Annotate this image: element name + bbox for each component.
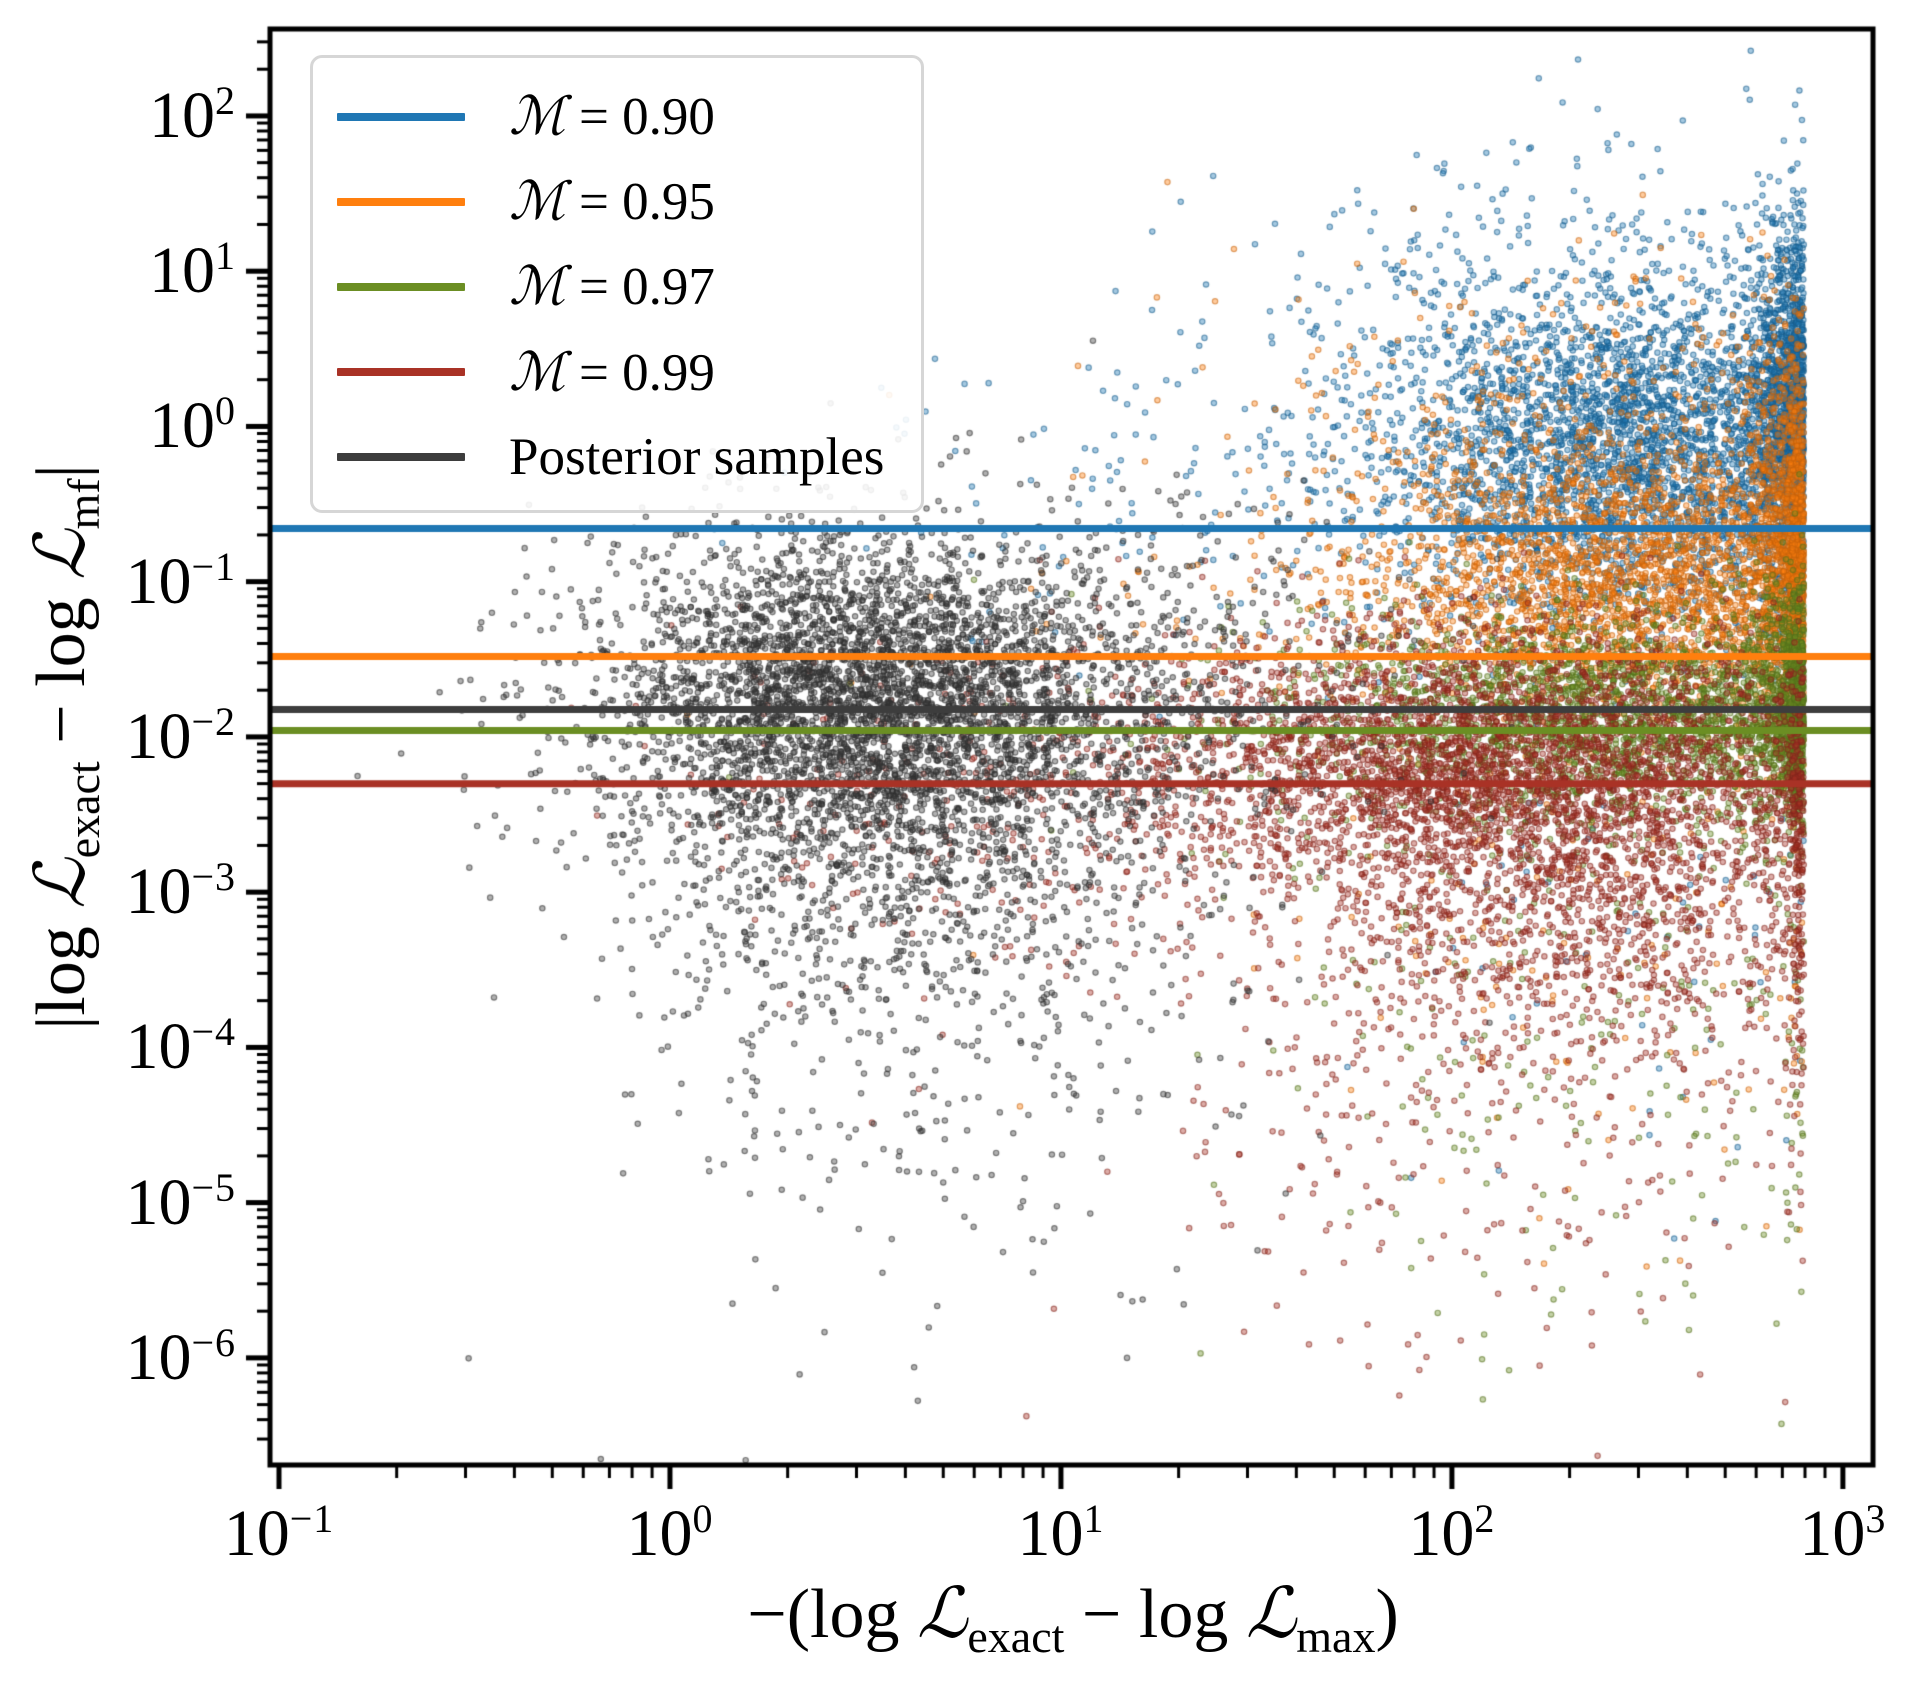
legend-box: ℳ = 0.90 ℳ = 0.95 ℳ = 0.97 ℳ = 0.99 Posterio…: [310, 55, 924, 513]
x-tick-label: 102: [1408, 1496, 1496, 1570]
y-tick-label: 10−6: [125, 1319, 236, 1394]
x-tick-label: 10−1: [223, 1496, 335, 1570]
y-tick-label: 10−2: [125, 698, 236, 773]
x-tick-label: 101: [1017, 1496, 1105, 1570]
x-axis-label: −(log ℒexact − log ℒmax): [747, 1576, 1399, 1662]
x-tick-label: 100: [626, 1496, 714, 1570]
legend-line-swatch: [337, 368, 465, 377]
legend-label: Posterior samples: [509, 428, 885, 487]
y-tick-label: 100: [149, 388, 236, 463]
legend-label: ℳ = 0.99: [509, 343, 715, 402]
y-tick-label: 10−5: [125, 1164, 236, 1239]
y-tick-label: 10−4: [125, 1009, 236, 1084]
legend-entry: Posterior samples: [337, 415, 891, 499]
x-tick-label: 103: [1799, 1496, 1887, 1570]
legend-entry: ℳ = 0.99: [337, 330, 891, 414]
y-tick-label: 10−1: [125, 543, 236, 618]
y-tick-label: 102: [149, 77, 236, 152]
legend-line-swatch: [337, 282, 465, 291]
y-tick-label: 10−3: [125, 854, 236, 929]
legend-label: ℳ = 0.95: [509, 173, 715, 232]
legend-line-swatch: [337, 453, 465, 462]
legend-label: ℳ = 0.97: [509, 258, 715, 317]
legend-entry: ℳ = 0.95: [337, 160, 891, 244]
legend-entry: ℳ = 0.90: [337, 75, 891, 159]
y-tick-label: 101: [149, 233, 236, 308]
legend-line-swatch: [337, 197, 465, 206]
y-axis-label: |log ℒexact − log ℒmf|: [23, 464, 109, 1030]
legend-entry: ℳ = 0.97: [337, 245, 891, 329]
legend-label: ℳ = 0.90: [509, 88, 715, 147]
legend-line-swatch: [337, 112, 465, 121]
